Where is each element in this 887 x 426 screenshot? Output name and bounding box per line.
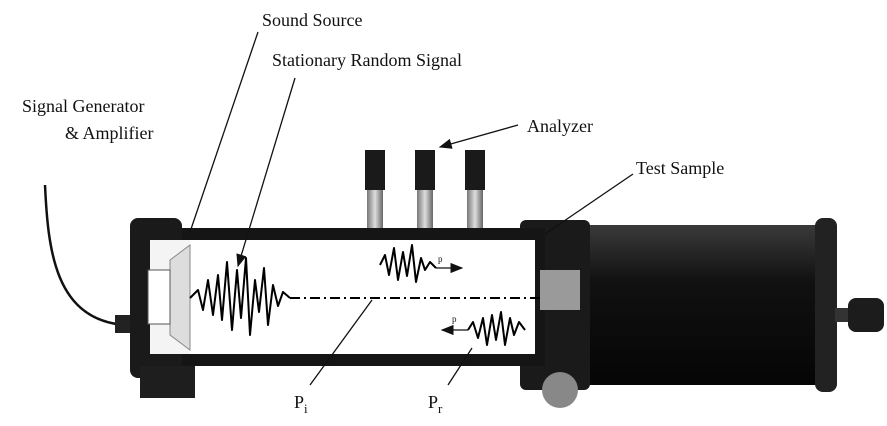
label-main: P — [428, 392, 438, 412]
end-cap — [815, 218, 837, 392]
random-signal — [189, 257, 291, 336]
label: Signal Generator — [22, 96, 144, 116]
cable — [43, 184, 126, 327]
connector — [115, 315, 133, 333]
leader — [309, 299, 373, 386]
stand — [140, 366, 195, 398]
leader — [236, 77, 296, 268]
label-sub: r — [438, 401, 443, 416]
sample — [540, 270, 580, 310]
speaker-cone — [169, 244, 191, 351]
label: Analyzer — [527, 116, 593, 136]
label: Test Sample — [636, 158, 724, 178]
incident-wave — [379, 244, 437, 283]
label: Stationary Random Signal — [272, 50, 462, 70]
label: Pr — [428, 392, 443, 416]
leader — [189, 31, 259, 233]
clamp-knob — [542, 372, 578, 408]
label: & Amplifier — [65, 123, 154, 143]
label: Pi — [294, 392, 308, 416]
leader — [544, 173, 634, 235]
label-main: P — [294, 392, 304, 412]
sample-holder — [540, 225, 825, 385]
wave-label: p — [452, 314, 457, 324]
leader — [438, 124, 519, 149]
screw — [835, 308, 849, 322]
leader — [447, 347, 473, 386]
speaker-magnet — [147, 269, 171, 325]
microphones — [365, 150, 485, 228]
label: Sound Source — [262, 10, 363, 30]
reflected-wave — [467, 311, 526, 346]
knob — [848, 298, 884, 332]
label-sub: i — [304, 401, 308, 416]
wave-label: p — [438, 254, 443, 264]
